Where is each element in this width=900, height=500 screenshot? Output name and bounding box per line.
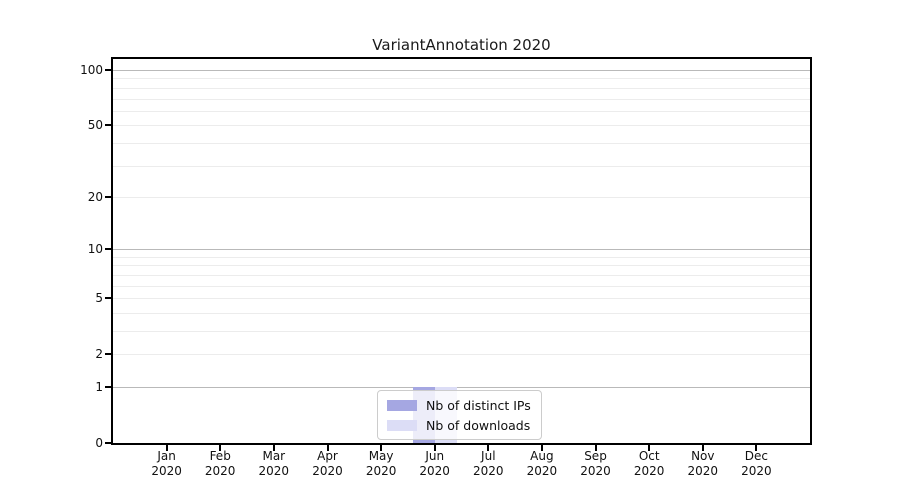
legend: Nb of distinct IPs Nb of downloads	[377, 390, 542, 440]
x-axis-tick	[219, 445, 222, 451]
y-axis-tick	[105, 297, 111, 300]
y-axis-tick	[105, 195, 111, 198]
x-axis-tick-label: Jul 2020	[473, 449, 504, 478]
gridline-minor	[113, 285, 810, 287]
x-axis-tick	[433, 445, 436, 451]
y-axis-tick-label: 20	[87, 189, 103, 204]
gridline-major	[113, 70, 810, 71]
gridline-minor	[113, 331, 810, 332]
legend-item-downloads: Nb of downloads	[387, 417, 531, 433]
x-axis-tick	[594, 445, 597, 451]
x-axis-tick-label: Dec 2020	[741, 449, 772, 478]
x-axis-tick-label: Apr 2020	[312, 449, 343, 478]
y-axis-tick-label: 2	[95, 347, 103, 362]
gridline-minor	[113, 256, 810, 258]
gridline-minor	[113, 274, 810, 276]
y-axis-tick	[105, 248, 111, 251]
x-axis-tick-label: Jun 2020	[419, 449, 450, 478]
y-axis-tick-label: 5	[95, 291, 103, 306]
legend-label-distinct-ips: Nb of distinct IPs	[426, 397, 531, 413]
gridline-minor	[113, 110, 810, 112]
gridline-minor	[113, 312, 810, 314]
gridline-minor	[113, 125, 810, 127]
x-axis-tick-label: Nov 2020	[687, 449, 719, 478]
x-axis-tick-label: Feb 2020	[204, 449, 236, 478]
legend-swatch-distinct-ips-icon	[387, 399, 417, 411]
x-axis-tick	[272, 445, 275, 451]
y-axis-tick-label: 10	[87, 242, 103, 257]
gridline-minor	[113, 196, 810, 198]
x-axis-tick-label: Aug 2020	[526, 449, 558, 478]
gridline-minor	[113, 87, 810, 89]
y-axis-tick-label: 1	[95, 380, 103, 394]
x-axis-tick	[540, 445, 543, 451]
y-axis-tick-label: 0	[95, 436, 103, 450]
legend-label-downloads: Nb of downloads	[426, 417, 531, 433]
y-axis-tick	[105, 69, 111, 71]
gridline-minor	[113, 354, 810, 356]
x-axis-tick	[701, 445, 704, 451]
gridline-minor	[113, 298, 810, 300]
x-axis-tick-label: Sep 2020	[580, 449, 611, 478]
y-axis-tick-label: 100	[80, 63, 103, 77]
x-axis-tick	[755, 445, 758, 451]
y-axis-tick-label: 50	[87, 118, 103, 133]
gridline-major	[113, 249, 810, 251]
x-axis-tick-label: Jan 2020	[151, 449, 182, 478]
x-axis-tick	[648, 445, 651, 451]
gridline-minor	[113, 98, 810, 100]
x-axis-tick	[487, 445, 490, 451]
y-axis-tick	[105, 386, 111, 388]
gridline-minor	[113, 142, 810, 144]
gridline-minor	[113, 165, 810, 167]
x-axis-tick-label: Mar 2020	[258, 449, 290, 478]
x-axis-tick	[165, 445, 168, 451]
x-axis-tick-label: May 2020	[365, 449, 397, 478]
legend-swatch-downloads-icon	[387, 419, 417, 431]
gridline-major	[113, 387, 810, 388]
gridline-minor	[113, 265, 810, 267]
x-axis-tick	[380, 445, 383, 451]
plot-area: 0 1 2 5 10 20 50 100 Jan 2020 Feb 2020 Mar 2020 Apr 20…	[80, 57, 812, 478]
x-axis-tick-label: Oct 2020	[633, 449, 665, 478]
gridline-minor	[113, 78, 810, 80]
y-axis-tick	[105, 124, 111, 127]
chart-title: VariantAnnotation 2020	[372, 36, 551, 54]
y-axis-tick	[105, 353, 111, 356]
x-axis-tick	[326, 445, 329, 451]
y-axis-tick	[105, 442, 111, 444]
legend-item-distinct-ips: Nb of distinct IPs	[387, 397, 531, 413]
